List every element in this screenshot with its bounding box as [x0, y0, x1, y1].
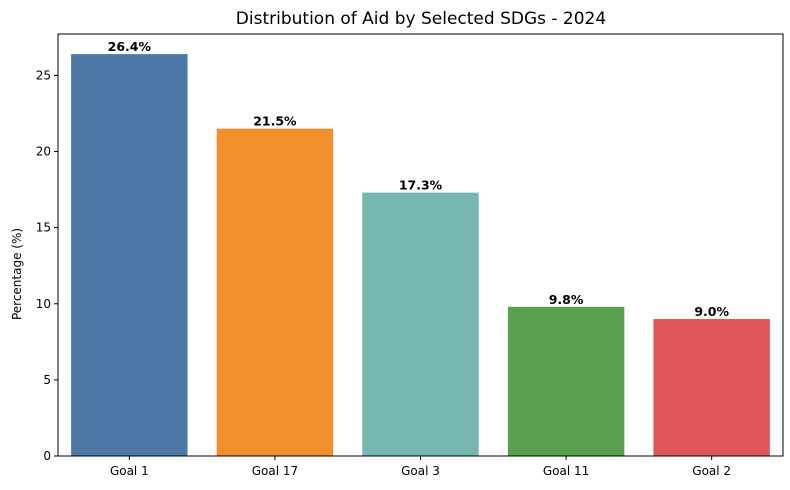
- data-label-goal-17: 21.5%: [253, 114, 297, 129]
- x-tick-label: Goal 11: [543, 464, 589, 478]
- x-axis-ticks: Goal 1 Goal 17 Goal 3 Goal 11 Goal 2: [110, 456, 731, 478]
- y-tick-label: 0: [43, 449, 51, 463]
- chart-title: Distribution of Aid by Selected SDGs - 2…: [236, 9, 606, 29]
- bar-goal-2: [653, 318, 770, 456]
- data-label-goal-1: 26.4%: [108, 39, 152, 54]
- y-tick-label: 5: [43, 373, 51, 387]
- bars-group: [71, 54, 770, 456]
- x-tick-label: Goal 1: [110, 464, 149, 478]
- y-axis-label: Percentage (%): [10, 228, 24, 320]
- plot-area-frame: [57, 33, 784, 457]
- data-label-goal-2: 9.0%: [694, 304, 729, 319]
- y-tick-label: 25: [36, 68, 51, 82]
- x-tick-label: Goal 17: [252, 464, 298, 478]
- data-label-goal-3: 17.3%: [399, 178, 443, 193]
- bar-goal-17: [216, 128, 334, 456]
- data-label-goal-11: 9.8%: [549, 292, 584, 307]
- y-tick-label: 20: [36, 145, 51, 159]
- x-tick-label: Goal 3: [401, 464, 440, 478]
- y-axis-ticks: 0 5 10 15 20 25: [36, 68, 58, 463]
- x-tick-label: Goal 2: [692, 464, 731, 478]
- bar-goal-1: [71, 54, 188, 456]
- y-tick-label: 15: [36, 221, 51, 235]
- bar-goal-11: [507, 306, 625, 456]
- data-labels-group: 26.4% 21.5% 17.3% 9.8% 9.0%: [108, 39, 730, 319]
- bar-goal-3: [362, 192, 479, 456]
- y-tick-label: 10: [36, 297, 51, 311]
